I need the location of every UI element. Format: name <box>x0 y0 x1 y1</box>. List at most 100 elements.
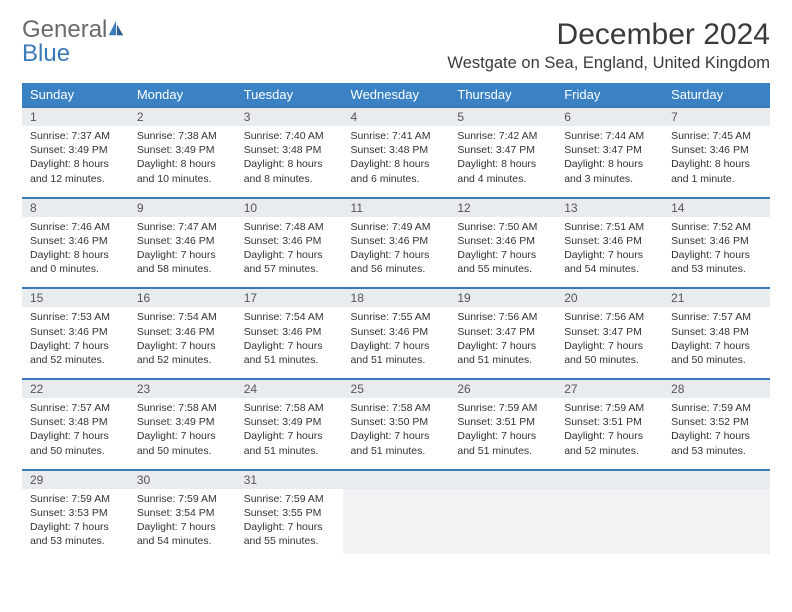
sunrise-text: Sunrise: 7:47 AM <box>137 220 228 234</box>
date-cell <box>663 470 770 489</box>
day-content-cell <box>663 489 770 555</box>
daylight-text: Daylight: 7 hours and 51 minutes. <box>351 339 442 367</box>
day-content-cell: Sunrise: 7:41 AMSunset: 3:48 PMDaylight:… <box>343 126 450 192</box>
day-content-cell: Sunrise: 7:59 AMSunset: 3:51 PMDaylight:… <box>556 398 663 464</box>
day-header-row: SundayMondayTuesdayWednesdayThursdayFrid… <box>22 83 770 107</box>
sunset-text: Sunset: 3:46 PM <box>137 234 228 248</box>
day-header-cell: Thursday <box>449 83 556 107</box>
sunset-text: Sunset: 3:46 PM <box>30 234 121 248</box>
sunrise-text: Sunrise: 7:52 AM <box>671 220 762 234</box>
date-cell: 28 <box>663 379 770 398</box>
day-content-cell: Sunrise: 7:46 AMSunset: 3:46 PMDaylight:… <box>22 217 129 283</box>
date-cell: 1 <box>22 107 129 126</box>
month-title: December 2024 <box>447 18 770 52</box>
date-cell: 20 <box>556 288 663 307</box>
sunrise-text: Sunrise: 7:59 AM <box>244 492 335 506</box>
date-cell: 31 <box>236 470 343 489</box>
day-header-cell: Tuesday <box>236 83 343 107</box>
sunset-text: Sunset: 3:46 PM <box>244 234 335 248</box>
logo-text-general: General <box>22 16 107 43</box>
date-cell: 18 <box>343 288 450 307</box>
day-header-cell: Monday <box>129 83 236 107</box>
sunset-text: Sunset: 3:48 PM <box>30 415 121 429</box>
date-cell: 14 <box>663 198 770 217</box>
daylight-text: Daylight: 8 hours and 10 minutes. <box>137 157 228 185</box>
daylight-text: Daylight: 8 hours and 4 minutes. <box>457 157 548 185</box>
date-cell: 24 <box>236 379 343 398</box>
sunrise-text: Sunrise: 7:58 AM <box>137 401 228 415</box>
logo-sail-icon <box>107 19 125 37</box>
sunset-text: Sunset: 3:53 PM <box>30 506 121 520</box>
sunset-text: Sunset: 3:46 PM <box>244 325 335 339</box>
date-cell: 6 <box>556 107 663 126</box>
daylight-text: Daylight: 7 hours and 55 minutes. <box>457 248 548 276</box>
date-cell: 8 <box>22 198 129 217</box>
date-row: 891011121314 <box>22 198 770 217</box>
sunset-text: Sunset: 3:46 PM <box>351 325 442 339</box>
day-content-cell: Sunrise: 7:55 AMSunset: 3:46 PMDaylight:… <box>343 307 450 373</box>
day-content-cell: Sunrise: 7:57 AMSunset: 3:48 PMDaylight:… <box>22 398 129 464</box>
date-cell: 16 <box>129 288 236 307</box>
date-cell: 26 <box>449 379 556 398</box>
day-content-cell: Sunrise: 7:58 AMSunset: 3:49 PMDaylight:… <box>129 398 236 464</box>
day-content-cell: Sunrise: 7:56 AMSunset: 3:47 PMDaylight:… <box>556 307 663 373</box>
date-cell <box>556 470 663 489</box>
daylight-text: Daylight: 7 hours and 53 minutes. <box>30 520 121 548</box>
sunset-text: Sunset: 3:46 PM <box>564 234 655 248</box>
sunset-text: Sunset: 3:50 PM <box>351 415 442 429</box>
sunset-text: Sunset: 3:49 PM <box>137 415 228 429</box>
date-row: 293031 <box>22 470 770 489</box>
day-content-cell <box>449 489 556 555</box>
daylight-text: Daylight: 7 hours and 51 minutes. <box>244 339 335 367</box>
sunrise-text: Sunrise: 7:38 AM <box>137 129 228 143</box>
sunset-text: Sunset: 3:47 PM <box>564 143 655 157</box>
day-content-cell: Sunrise: 7:45 AMSunset: 3:46 PMDaylight:… <box>663 126 770 192</box>
day-content-cell: Sunrise: 7:58 AMSunset: 3:50 PMDaylight:… <box>343 398 450 464</box>
daylight-text: Daylight: 8 hours and 1 minute. <box>671 157 762 185</box>
day-content-cell: Sunrise: 7:59 AMSunset: 3:53 PMDaylight:… <box>22 489 129 555</box>
daylight-text: Daylight: 7 hours and 51 minutes. <box>457 339 548 367</box>
day-content-cell: Sunrise: 7:59 AMSunset: 3:52 PMDaylight:… <box>663 398 770 464</box>
date-cell <box>449 470 556 489</box>
sunset-text: Sunset: 3:49 PM <box>244 415 335 429</box>
sunrise-text: Sunrise: 7:37 AM <box>30 129 121 143</box>
date-cell: 5 <box>449 107 556 126</box>
day-content-cell: Sunrise: 7:59 AMSunset: 3:55 PMDaylight:… <box>236 489 343 555</box>
day-content-cell: Sunrise: 7:40 AMSunset: 3:48 PMDaylight:… <box>236 126 343 192</box>
day-content-cell: Sunrise: 7:50 AMSunset: 3:46 PMDaylight:… <box>449 217 556 283</box>
sunset-text: Sunset: 3:47 PM <box>457 325 548 339</box>
sunrise-text: Sunrise: 7:59 AM <box>564 401 655 415</box>
sunrise-text: Sunrise: 7:59 AM <box>137 492 228 506</box>
date-cell: 2 <box>129 107 236 126</box>
sunset-text: Sunset: 3:46 PM <box>457 234 548 248</box>
sunrise-text: Sunrise: 7:57 AM <box>671 310 762 324</box>
sunset-text: Sunset: 3:46 PM <box>671 234 762 248</box>
sunset-text: Sunset: 3:47 PM <box>564 325 655 339</box>
sunrise-text: Sunrise: 7:42 AM <box>457 129 548 143</box>
date-cell: 23 <box>129 379 236 398</box>
day-content-cell: Sunrise: 7:44 AMSunset: 3:47 PMDaylight:… <box>556 126 663 192</box>
day-content-cell: Sunrise: 7:47 AMSunset: 3:46 PMDaylight:… <box>129 217 236 283</box>
content-row: Sunrise: 7:59 AMSunset: 3:53 PMDaylight:… <box>22 489 770 555</box>
content-row: Sunrise: 7:46 AMSunset: 3:46 PMDaylight:… <box>22 217 770 283</box>
sunrise-text: Sunrise: 7:51 AM <box>564 220 655 234</box>
day-content-cell: Sunrise: 7:54 AMSunset: 3:46 PMDaylight:… <box>236 307 343 373</box>
daylight-text: Daylight: 8 hours and 0 minutes. <box>30 248 121 276</box>
day-content-cell <box>556 489 663 555</box>
day-content-cell: Sunrise: 7:42 AMSunset: 3:47 PMDaylight:… <box>449 126 556 192</box>
sunset-text: Sunset: 3:46 PM <box>137 325 228 339</box>
day-content-cell <box>343 489 450 555</box>
day-content-cell: Sunrise: 7:51 AMSunset: 3:46 PMDaylight:… <box>556 217 663 283</box>
day-content-cell: Sunrise: 7:53 AMSunset: 3:46 PMDaylight:… <box>22 307 129 373</box>
date-cell: 25 <box>343 379 450 398</box>
date-row: 1234567 <box>22 107 770 126</box>
sunrise-text: Sunrise: 7:44 AM <box>564 129 655 143</box>
day-content-cell: Sunrise: 7:48 AMSunset: 3:46 PMDaylight:… <box>236 217 343 283</box>
sunset-text: Sunset: 3:47 PM <box>457 143 548 157</box>
daylight-text: Daylight: 7 hours and 50 minutes. <box>137 429 228 457</box>
sunset-text: Sunset: 3:49 PM <box>137 143 228 157</box>
day-content-cell: Sunrise: 7:58 AMSunset: 3:49 PMDaylight:… <box>236 398 343 464</box>
sunset-text: Sunset: 3:48 PM <box>244 143 335 157</box>
date-cell: 30 <box>129 470 236 489</box>
daylight-text: Daylight: 7 hours and 55 minutes. <box>244 520 335 548</box>
